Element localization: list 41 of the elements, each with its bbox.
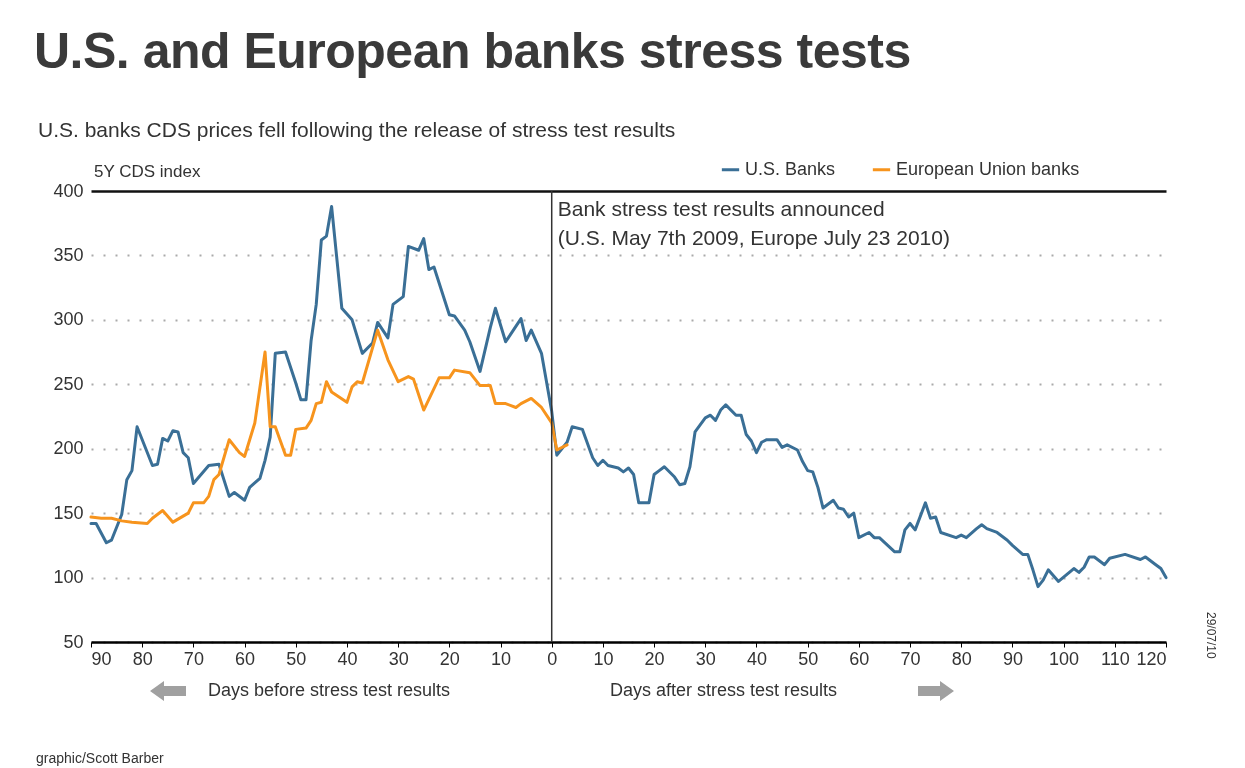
y-tick-label: 250 [53,373,84,394]
x-tick-label: 40 [337,648,358,669]
x-tick-label: 80 [951,648,972,669]
x-tick-label: 20 [644,648,665,669]
text: 5Y CDS index [94,162,201,182]
chart-subtitle: U.S. banks CDS prices fell following the release of stress test results [38,118,676,142]
ref-line-label: Bank stress test results announced (U.S. May 7th 2009, Europe July 23 2010) [557,197,950,249]
x-tick-label: 60 [235,648,256,669]
text: 29/07/10 [1204,612,1218,659]
x-tick-label: 100 [1049,648,1080,669]
chart-title: U.S. and European banks stress tests [34,22,911,80]
x-tick-label: 30 [695,648,716,669]
y-tick-label: 400 [53,180,84,201]
text: graphic/Scott Barber [36,750,164,766]
x-tick-label: 50 [286,648,307,669]
line-series [89,328,569,525]
x-tick-label: 30 [388,648,409,669]
y-tick-label: 300 [53,309,84,330]
x-tick-label: 10 [491,648,512,669]
x-tick-label: 90 [91,648,112,669]
y-tick-label: 50 [63,631,84,652]
y-tick-label: 150 [53,502,84,523]
y-tick-label: 100 [53,567,84,588]
text: Days before stress test results [208,680,451,701]
x-tick-label: 20 [439,648,460,669]
y-tick-label: 350 [53,244,84,265]
x-tick-label: 70 [900,648,921,669]
text: Days after stress test results [610,680,838,701]
x-tick-label: 60 [849,648,870,669]
x-tick-label: 0 [547,648,558,669]
x-tick-label: 110 [1100,648,1130,669]
legend-label: European Union banks [896,158,1080,179]
x-tick-label: 120 [1136,648,1167,669]
y-tick-label: 200 [53,438,84,459]
legend-label: U.S. Banks [745,158,836,179]
x-tick-label: 70 [183,648,204,669]
x-tick-label: 80 [132,648,153,669]
x-tick-label: 10 [593,648,614,669]
x-tick-label: 40 [746,648,767,669]
x-tick-label: 50 [798,648,819,669]
x-tick-label: 90 [1002,648,1023,669]
